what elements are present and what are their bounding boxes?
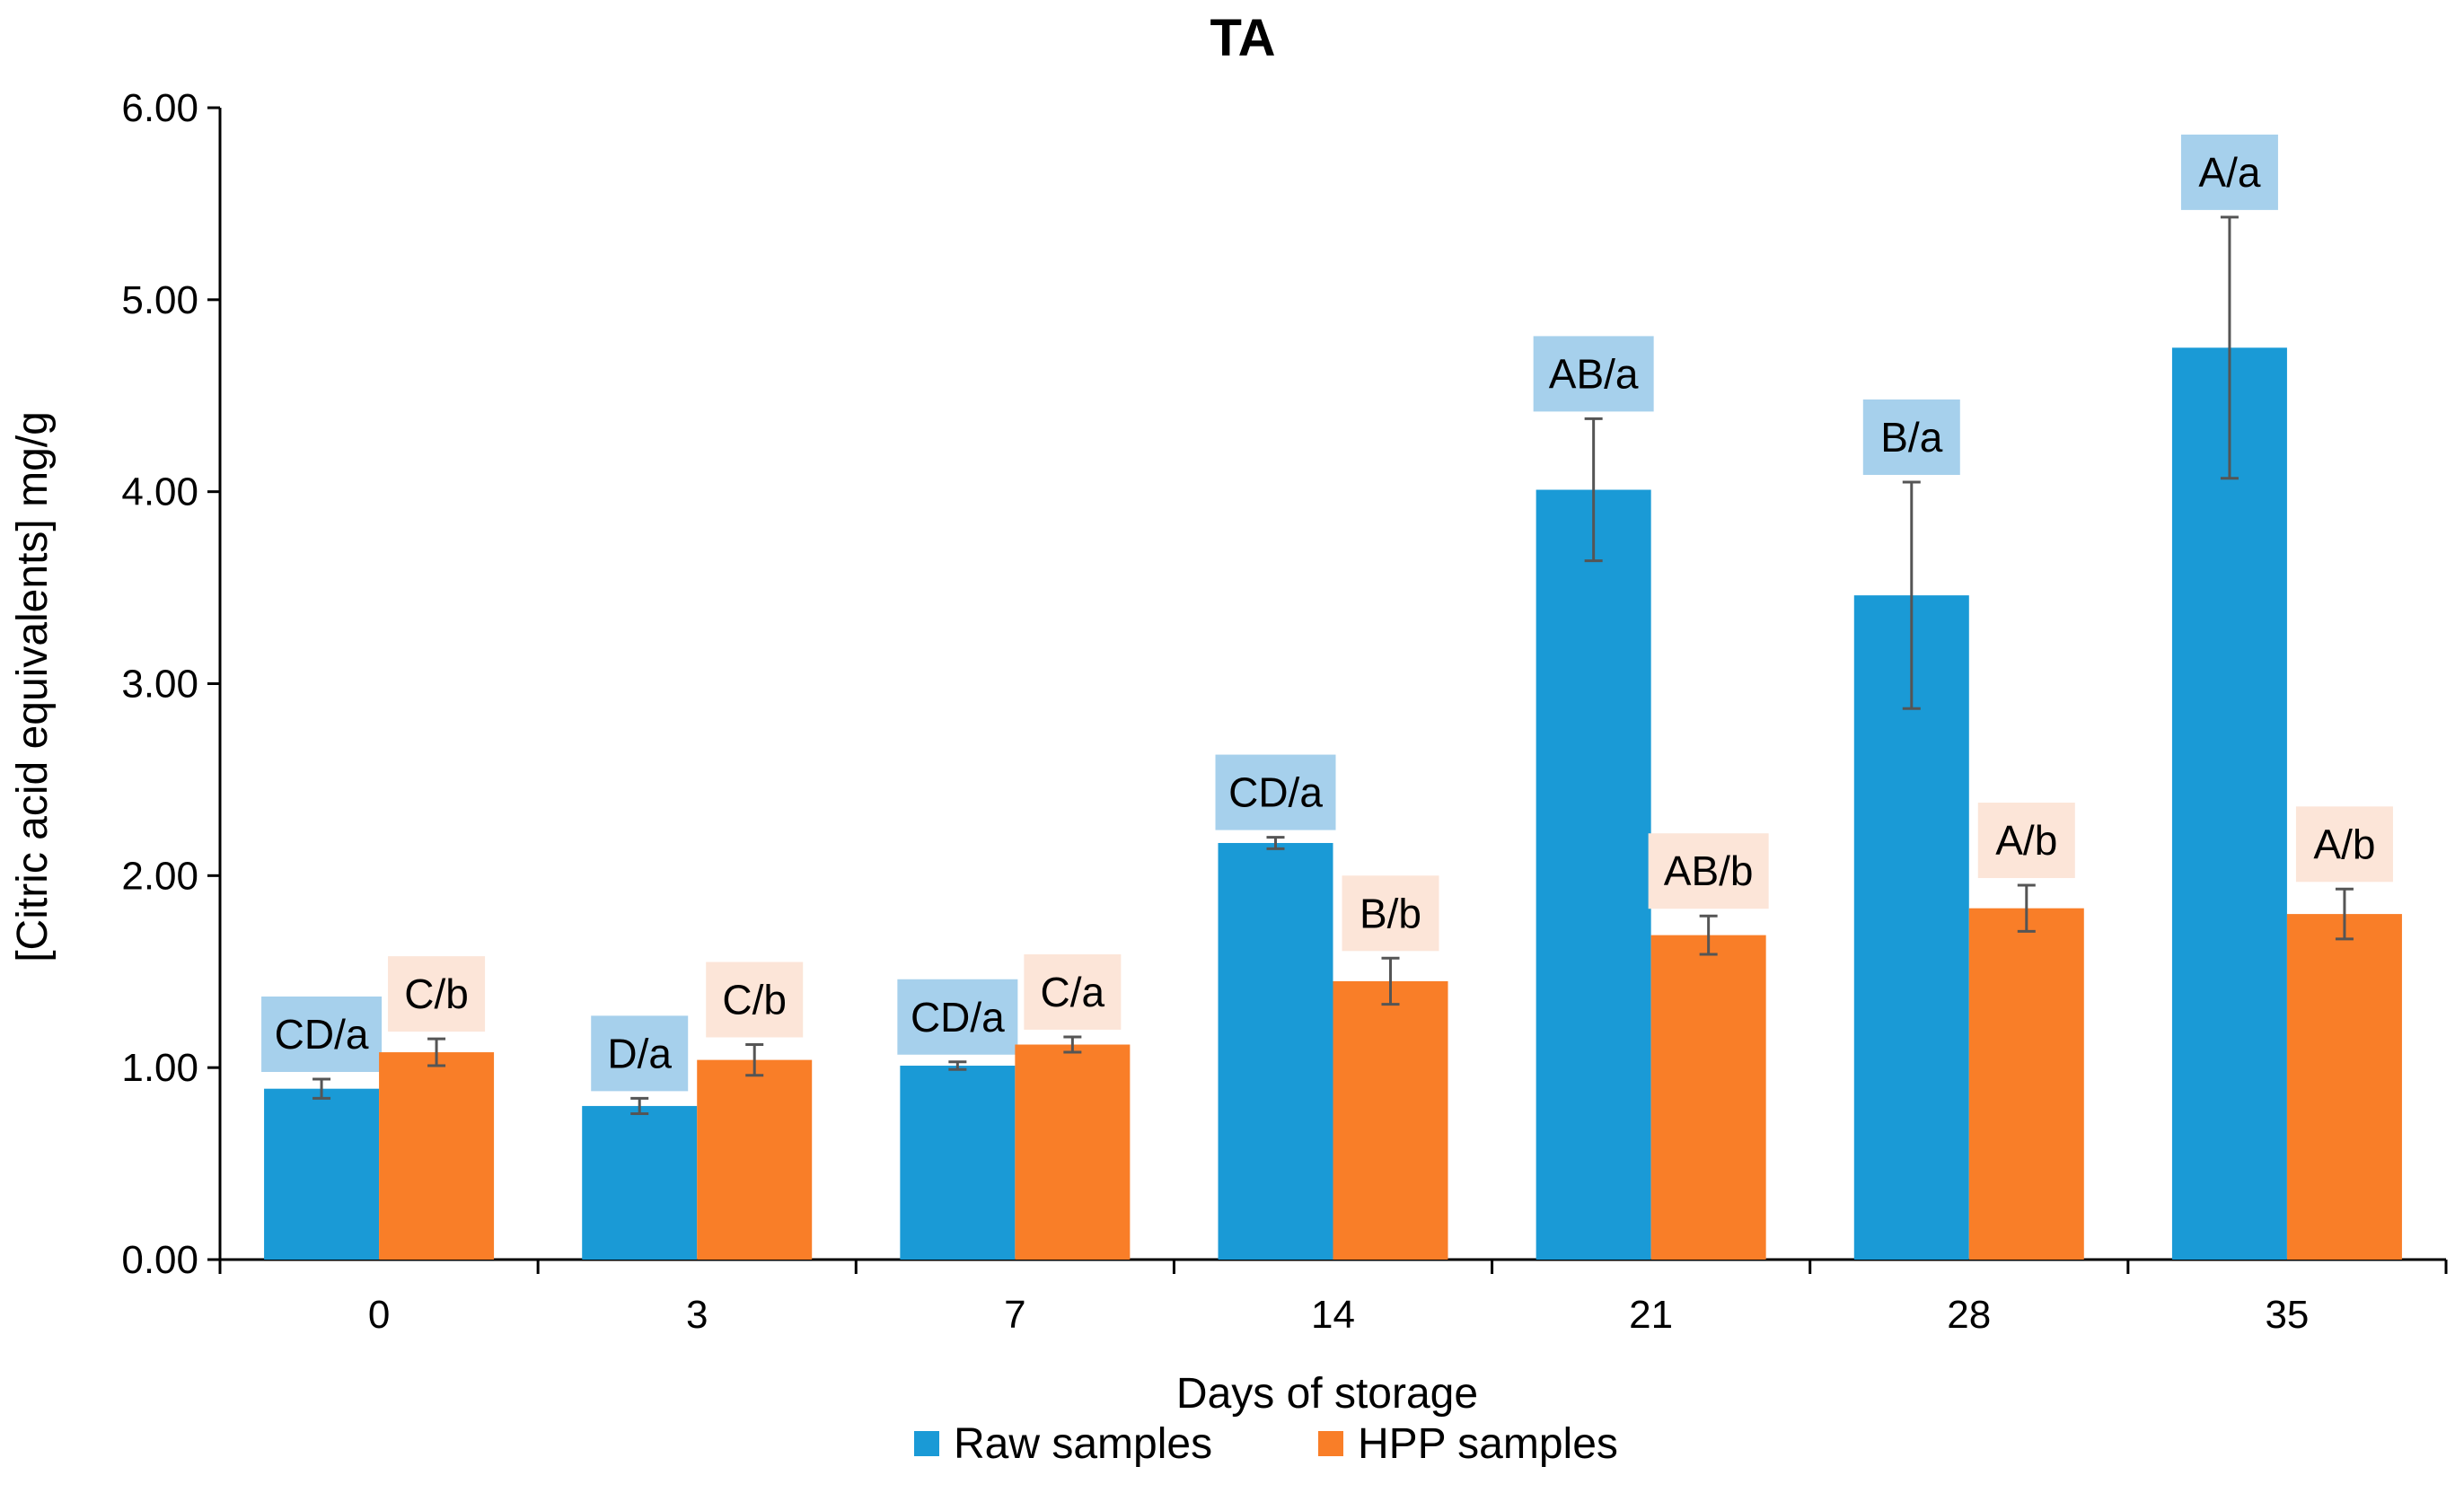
significance-label: D/a bbox=[607, 1030, 672, 1076]
significance-label-bg bbox=[388, 956, 486, 1032]
bar-raw-samples bbox=[264, 1088, 380, 1260]
bar-raw-samples bbox=[1218, 842, 1333, 1260]
significance-label: CD/a bbox=[1228, 769, 1323, 816]
significance-label-bg bbox=[2295, 806, 2393, 883]
legend-label-hpp-samples: HPP samples bbox=[1358, 1420, 1618, 1468]
significance-label-bg bbox=[1215, 754, 1336, 830]
y-tick-label: 1.00 bbox=[121, 1046, 198, 1090]
significance-label: A/a bbox=[2198, 149, 2260, 196]
bar-raw-samples bbox=[2171, 347, 2287, 1260]
y-tick-label: 5.00 bbox=[121, 278, 198, 322]
plot-area: 0.00 1.00 2.00 3.00 4.00 5.00 6.00 0 CD/a C/b 3 D/a… bbox=[121, 86, 2448, 1337]
x-tick-label: 28 bbox=[1947, 1293, 1991, 1337]
chart-title: TA bbox=[1210, 9, 1275, 67]
legend: Raw samples HPP samples bbox=[914, 1420, 1618, 1468]
significance-label: C/b bbox=[722, 977, 787, 1023]
x-tick-label: 14 bbox=[1311, 1293, 1355, 1337]
significance-label: C/b bbox=[404, 970, 469, 1017]
bar-hpp-samples bbox=[697, 1059, 813, 1260]
significance-label-bg bbox=[1342, 875, 1439, 952]
significance-label: A/b bbox=[2313, 821, 2375, 867]
significance-label-bg bbox=[706, 962, 804, 1038]
y-tick-label: 2.00 bbox=[121, 854, 198, 898]
x-tick-label: 35 bbox=[2265, 1293, 2309, 1337]
significance-label: AB/b bbox=[1664, 847, 1754, 894]
x-tick-label: 0 bbox=[368, 1293, 390, 1337]
bar-raw-samples bbox=[582, 1105, 698, 1260]
legend-swatch-raw-samples bbox=[914, 1431, 939, 1456]
bar-hpp-samples bbox=[1968, 908, 2084, 1260]
legend-swatch-hpp-samples bbox=[1318, 1431, 1343, 1456]
x-tick-label: 21 bbox=[1629, 1293, 1673, 1337]
significance-label-bg bbox=[1862, 399, 1960, 475]
significance-label-bg bbox=[1533, 336, 1654, 412]
significance-label-bg bbox=[261, 996, 383, 1072]
significance-label: CD/a bbox=[911, 994, 1005, 1041]
y-tick-label: 0.00 bbox=[121, 1238, 198, 1282]
bar-hpp-samples bbox=[1333, 980, 1448, 1260]
legend-label-raw-samples: Raw samples bbox=[954, 1420, 1212, 1468]
significance-label: CD/a bbox=[275, 1011, 369, 1058]
y-axis-title: [Citric acid equivalents] mg/g bbox=[9, 411, 57, 962]
significance-label-bg bbox=[2180, 134, 2278, 210]
bar-hpp-samples bbox=[379, 1052, 495, 1260]
significance-label-bg bbox=[1977, 803, 2075, 879]
y-tick-label: 4.00 bbox=[121, 470, 198, 514]
significance-label-bg bbox=[591, 1015, 689, 1092]
bar-hpp-samples bbox=[2286, 914, 2402, 1260]
bar-hpp-samples bbox=[1650, 935, 1766, 1260]
significance-label-bg bbox=[1648, 833, 1769, 909]
significance-label: A/b bbox=[1995, 817, 2057, 864]
significance-label: AB/a bbox=[1549, 350, 1639, 397]
significance-label: B/a bbox=[1880, 414, 1942, 461]
x-axis-title: Days of storage bbox=[1176, 1370, 1478, 1418]
significance-label: B/b bbox=[1360, 890, 1421, 936]
x-tick-label: 3 bbox=[686, 1293, 708, 1337]
significance-label: C/a bbox=[1041, 969, 1105, 1015]
x-tick-label: 7 bbox=[1004, 1293, 1025, 1337]
y-tick-label: 6.00 bbox=[121, 86, 198, 130]
bar-raw-samples bbox=[900, 1066, 1016, 1260]
significance-label-bg bbox=[897, 979, 1018, 1055]
significance-label-bg bbox=[1024, 953, 1122, 1030]
bar-raw-samples bbox=[1536, 489, 1651, 1260]
bar-hpp-samples bbox=[1015, 1044, 1131, 1260]
y-tick-label: 3.00 bbox=[121, 663, 198, 707]
